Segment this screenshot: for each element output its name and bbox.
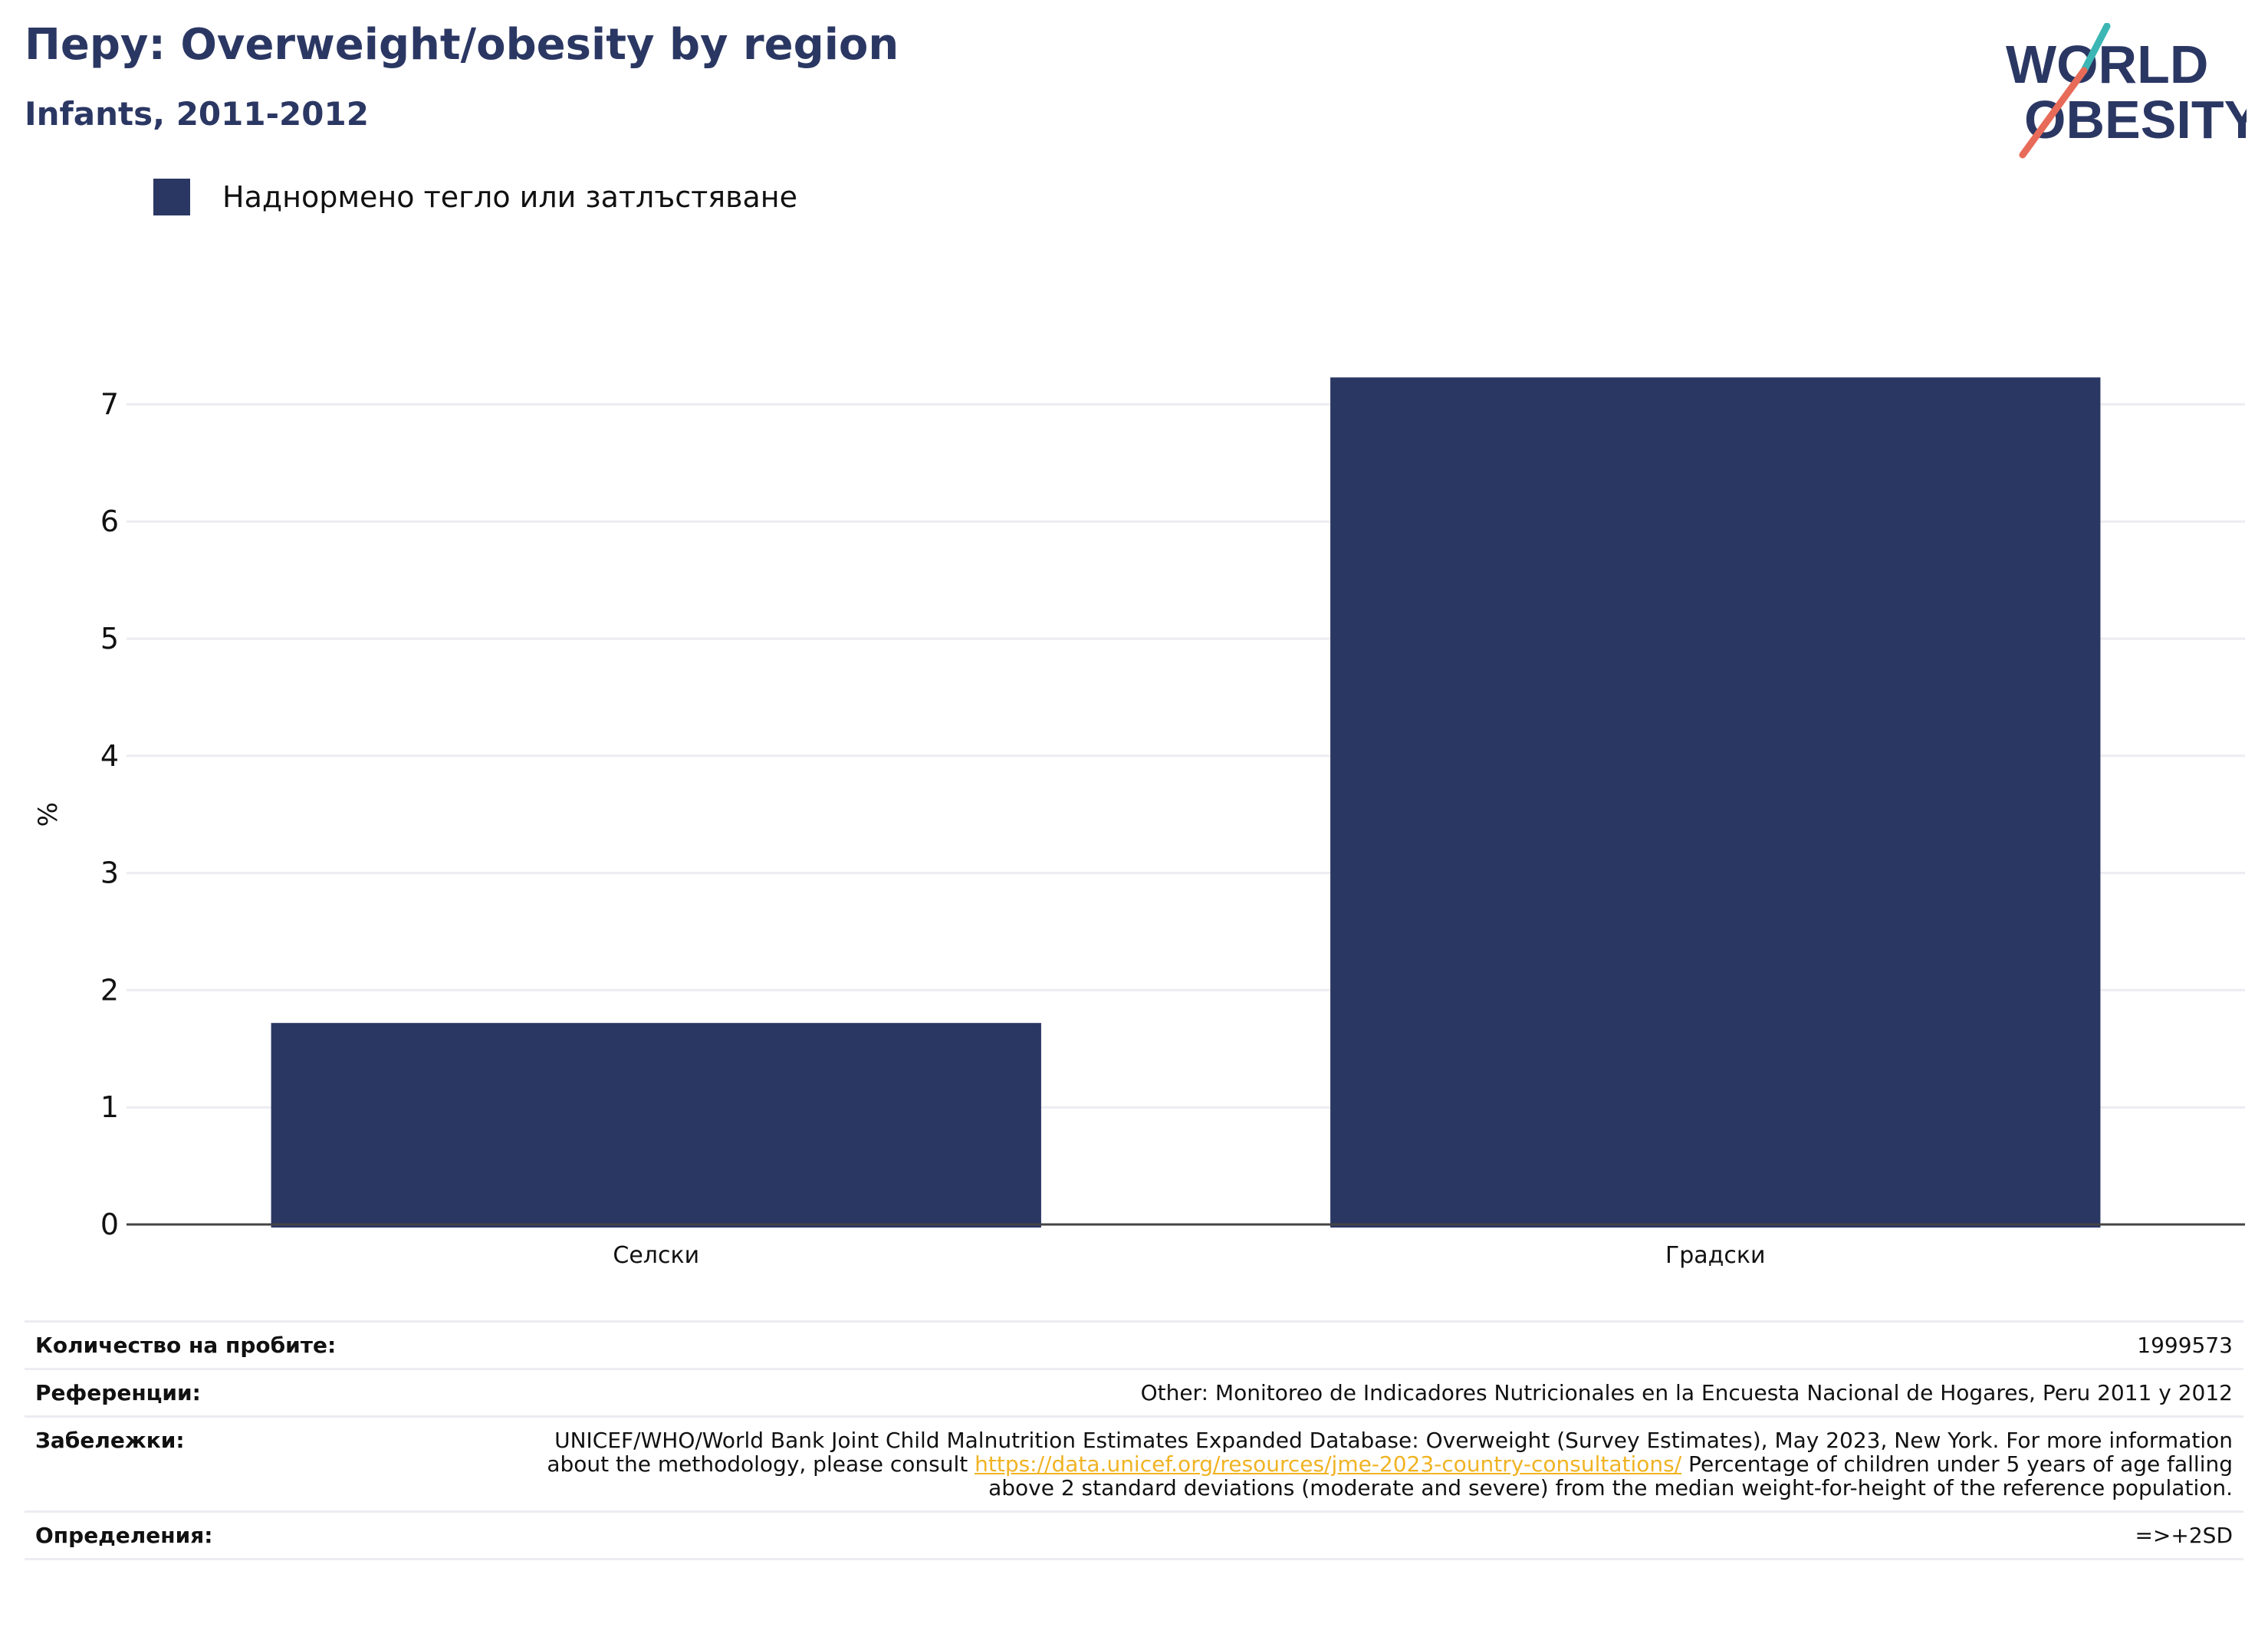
legend-label: Наднормено тегло или затлъстяване — [222, 180, 797, 214]
y-tick-label: 2 — [100, 973, 119, 1007]
notes-text-after: Percentage of children under 5 years of … — [988, 1451, 2233, 1500]
info-row-definitions: Определения: =>+2SD — [25, 1510, 2243, 1560]
info-row-notes: Забележки: UNICEF/WHO/World Bank Joint C… — [25, 1415, 2243, 1513]
chart-title: Перу: Overweight/obesity by region — [25, 20, 899, 70]
references-value: Other: Monitoreo de Indicadores Nutricio… — [475, 1368, 2243, 1418]
info-row-sample-size: Количество на пробите: 1999573 — [25, 1320, 2243, 1370]
notes-link[interactable]: https://data.unicef.org/resources/jme-20… — [975, 1451, 1682, 1477]
y-axis-label: % — [33, 802, 64, 827]
notes-value: UNICEF/WHO/World Bank Joint Child Malnut… — [475, 1415, 2243, 1513]
x-tick-label: Селски — [613, 1242, 699, 1269]
y-tick-label: 3 — [100, 856, 119, 890]
bar-chart: 0 1 2 3 4 5 6 7% Селски Градски — [33, 377, 2245, 1269]
chart-legend: Наднормено тегло или затлъстяване — [153, 178, 797, 216]
notes-label: Забележки: — [25, 1415, 475, 1513]
sample-size-label: Количество на пробите: — [25, 1320, 475, 1370]
notes-text-before: UNICEF/WHO/World Bank Joint Child Malnut… — [547, 1428, 2233, 1477]
y-tick-label: 4 — [100, 739, 119, 773]
y-tick-label: 6 — [100, 505, 119, 538]
y-tick-label: 7 — [100, 387, 119, 421]
info-table: Количество на пробите: 1999573 Референци… — [25, 1320, 2243, 1560]
bar — [1330, 377, 2101, 1228]
logo-line1: WORLD — [2006, 35, 2208, 94]
legend-swatch — [153, 179, 190, 215]
y-tick-label: 0 — [100, 1208, 119, 1241]
info-row-references: Референции: Other: Monitoreo de Indicado… — [25, 1368, 2243, 1418]
x-tick-label: Градски — [1665, 1242, 1766, 1269]
y-tick-label: 5 — [100, 622, 119, 656]
bar — [271, 1023, 1041, 1228]
definitions-value: =>+2SD — [475, 1510, 2243, 1560]
world-obesity-logo: WORLD OBESITY — [2006, 23, 2247, 159]
y-tick-label: 1 — [100, 1090, 119, 1124]
chart-subtitle: Infants, 2011-2012 — [25, 95, 369, 133]
logo-slash-teal — [2080, 23, 2111, 74]
logo-line2: OBESITY — [2024, 90, 2247, 150]
definitions-label: Определения: — [25, 1510, 475, 1560]
sample-size-value: 1999573 — [475, 1320, 2243, 1370]
references-label: Референции: — [25, 1368, 475, 1418]
logo-slash-red — [2019, 67, 2088, 159]
